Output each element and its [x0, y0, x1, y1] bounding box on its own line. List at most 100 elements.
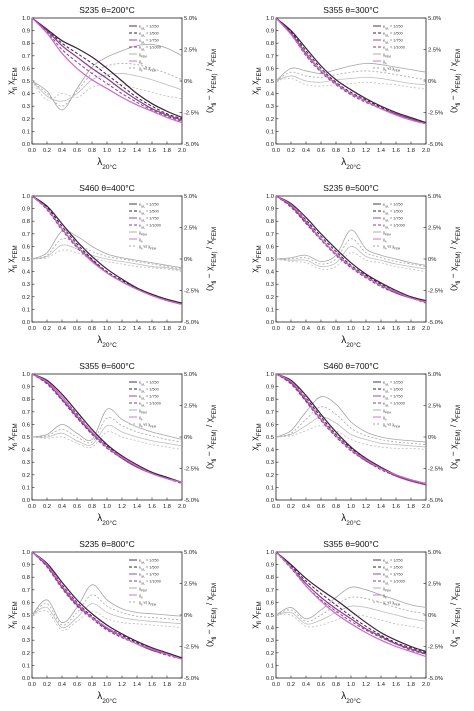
legend-label: χFEM [139, 53, 147, 59]
y-tick-label-left: 0.5 [266, 257, 274, 263]
x-tick-label: 1.0 [347, 682, 355, 688]
x-tick-label: 1.6 [392, 504, 400, 510]
error-curve [276, 245, 426, 270]
y-tick-label-right: 2.5% [184, 404, 197, 410]
legend-label: e0/L = 1/750 [139, 573, 159, 579]
chart-title: S460 θ=400°C [79, 183, 135, 193]
plot-area [276, 374, 426, 486]
legend-label: e0/L = 1/500 [383, 32, 403, 38]
x-tick-label: 1.8 [163, 682, 171, 688]
error-curve [32, 249, 182, 272]
x-tick-label: 2.0 [422, 326, 430, 332]
y-tick-label-left: 0.1 [22, 307, 30, 313]
x-tick-label: 1.8 [163, 504, 171, 510]
y-tick-label-left: 0.6 [266, 244, 274, 250]
x-tick-label: 1.6 [148, 326, 156, 332]
error-curve [32, 238, 182, 270]
y-tick-label-right: 2.5% [184, 582, 197, 588]
legend-label: χfi vs χFEM [383, 423, 401, 429]
plot-frame [31, 17, 183, 145]
chart-panel: S235 θ=200°C 0.0 0.2 0.4 0.6 0.8 1.0 1.2 1.4 1.6 1… [5, 5, 218, 171]
error-curve [276, 425, 426, 450]
y-tick-label-left: 0.5 [22, 435, 30, 441]
legend-label: e0/L = 1/500 [139, 32, 159, 38]
x-tick-label: 1.2 [362, 682, 370, 688]
legend-label: χfi vs χFEM [139, 245, 157, 251]
x-tick-label: 0.0 [28, 504, 36, 510]
x-tick-label: 0.4 [58, 504, 67, 510]
legend-label: e0/L = 1/750 [139, 395, 159, 401]
legend-label: e0/L = 1/500 [383, 210, 403, 216]
x-tick-label: 1.4 [133, 682, 142, 688]
x-tick-label: 0.0 [272, 148, 280, 154]
error-curve [32, 80, 182, 101]
x-tick-label: 1.2 [362, 326, 370, 332]
legend-label: e0/L = 1/500 [139, 210, 159, 216]
y-tick-label-right: 0% [184, 79, 192, 85]
x-tick-label: 0.4 [302, 326, 311, 332]
y-tick-label-left: 0.0 [266, 320, 274, 326]
plot-frame [275, 195, 427, 323]
x-tick-label: 0.2 [43, 326, 51, 332]
y-tick-label-left: 0.4 [266, 448, 275, 454]
y-tick-label-left: 0.4 [266, 92, 275, 98]
reduction-curve [276, 374, 426, 485]
reduction-curve [276, 552, 426, 655]
chart-title: S355 θ=300°C [323, 5, 379, 15]
x-tick-label: 0.0 [28, 326, 36, 332]
y-tick-label-right: 0% [428, 257, 436, 263]
error-curve [276, 70, 426, 82]
y-tick-label-left: 0.7 [266, 232, 274, 238]
x-tick-label: 1.0 [347, 148, 355, 154]
x-tick-label: 0.8 [88, 504, 96, 510]
error-curve [276, 75, 426, 86]
reduction-curve [32, 196, 182, 304]
reduction-curve [276, 18, 426, 124]
plot-frame [275, 17, 427, 145]
y-axis-label-right: (χfi − χFEM) / χFEM [204, 49, 218, 113]
y-axis-label-right: (χfi − χFEM) / χFEM [448, 227, 462, 291]
x-tick-label: 0.2 [287, 682, 295, 688]
y-tick-label-right: 0% [428, 613, 436, 619]
x-tick-label: 1.4 [377, 326, 386, 332]
error-curve [276, 416, 426, 448]
y-tick-label-left: 0.2 [266, 473, 274, 479]
reduction-curve [32, 196, 182, 305]
y-axis-label-right: (χfi − χFEM) / χFEM [204, 227, 218, 291]
y-tick-label-right: 5.0% [184, 550, 197, 556]
x-tick-label: 1.8 [163, 326, 171, 332]
reduction-curve [276, 196, 426, 304]
y-tick-label-left: 0.4 [22, 448, 31, 454]
y-tick-label-left: 1.0 [266, 550, 274, 556]
x-tick-label: 1.0 [103, 504, 111, 510]
chart-panel: S235 θ=800°C 0.0 0.2 0.4 0.6 0.8 1.0 1.2 1.4 1.6 1… [5, 539, 218, 705]
chart-panel: S355 θ=600°C 0.0 0.2 0.4 0.6 0.8 1.0 1.2 1.4 1.6 1… [5, 361, 218, 527]
y-axis-label-left: χfi χFEM [249, 245, 263, 272]
y-tick-label-left: 0.3 [22, 638, 30, 644]
legend-label: e0/L = 1/1000 [383, 224, 405, 230]
y-tick-label-left: 1.0 [266, 372, 274, 378]
reduction-curve [276, 18, 426, 125]
reduction-curve [276, 552, 426, 658]
y-tick-label-left: 0.9 [22, 385, 30, 391]
y-tick-label-right: -2.5% [184, 467, 199, 473]
reduction-curve [32, 552, 182, 660]
reduction-curve [32, 18, 182, 124]
y-tick-label-right: -5.0% [428, 142, 443, 148]
error-curve [32, 417, 182, 444]
x-tick-label: 0.4 [58, 326, 67, 332]
y-tick-label-left: 0.0 [22, 320, 30, 326]
reduction-curve [32, 552, 182, 660]
y-tick-label-right: -5.0% [428, 676, 443, 682]
x-tick-label: 0.6 [317, 326, 325, 332]
x-tick-label: 1.0 [103, 682, 111, 688]
x-tick-label: 1.6 [392, 682, 400, 688]
y-tick-label-left: 0.9 [266, 29, 274, 35]
error-curve [276, 605, 426, 625]
y-tick-label-left: 0.6 [22, 600, 30, 606]
x-tick-label: 0.8 [88, 148, 96, 154]
error-curve [32, 230, 182, 269]
chart-panel: S355 θ=900°C 0.0 0.2 0.4 0.6 0.8 1.0 1.2 1.4 1.6 1… [249, 539, 462, 705]
y-tick-label-left: 0.8 [266, 41, 274, 47]
y-axis-label-right: (χfi − χFEM) / χFEM [204, 405, 218, 469]
